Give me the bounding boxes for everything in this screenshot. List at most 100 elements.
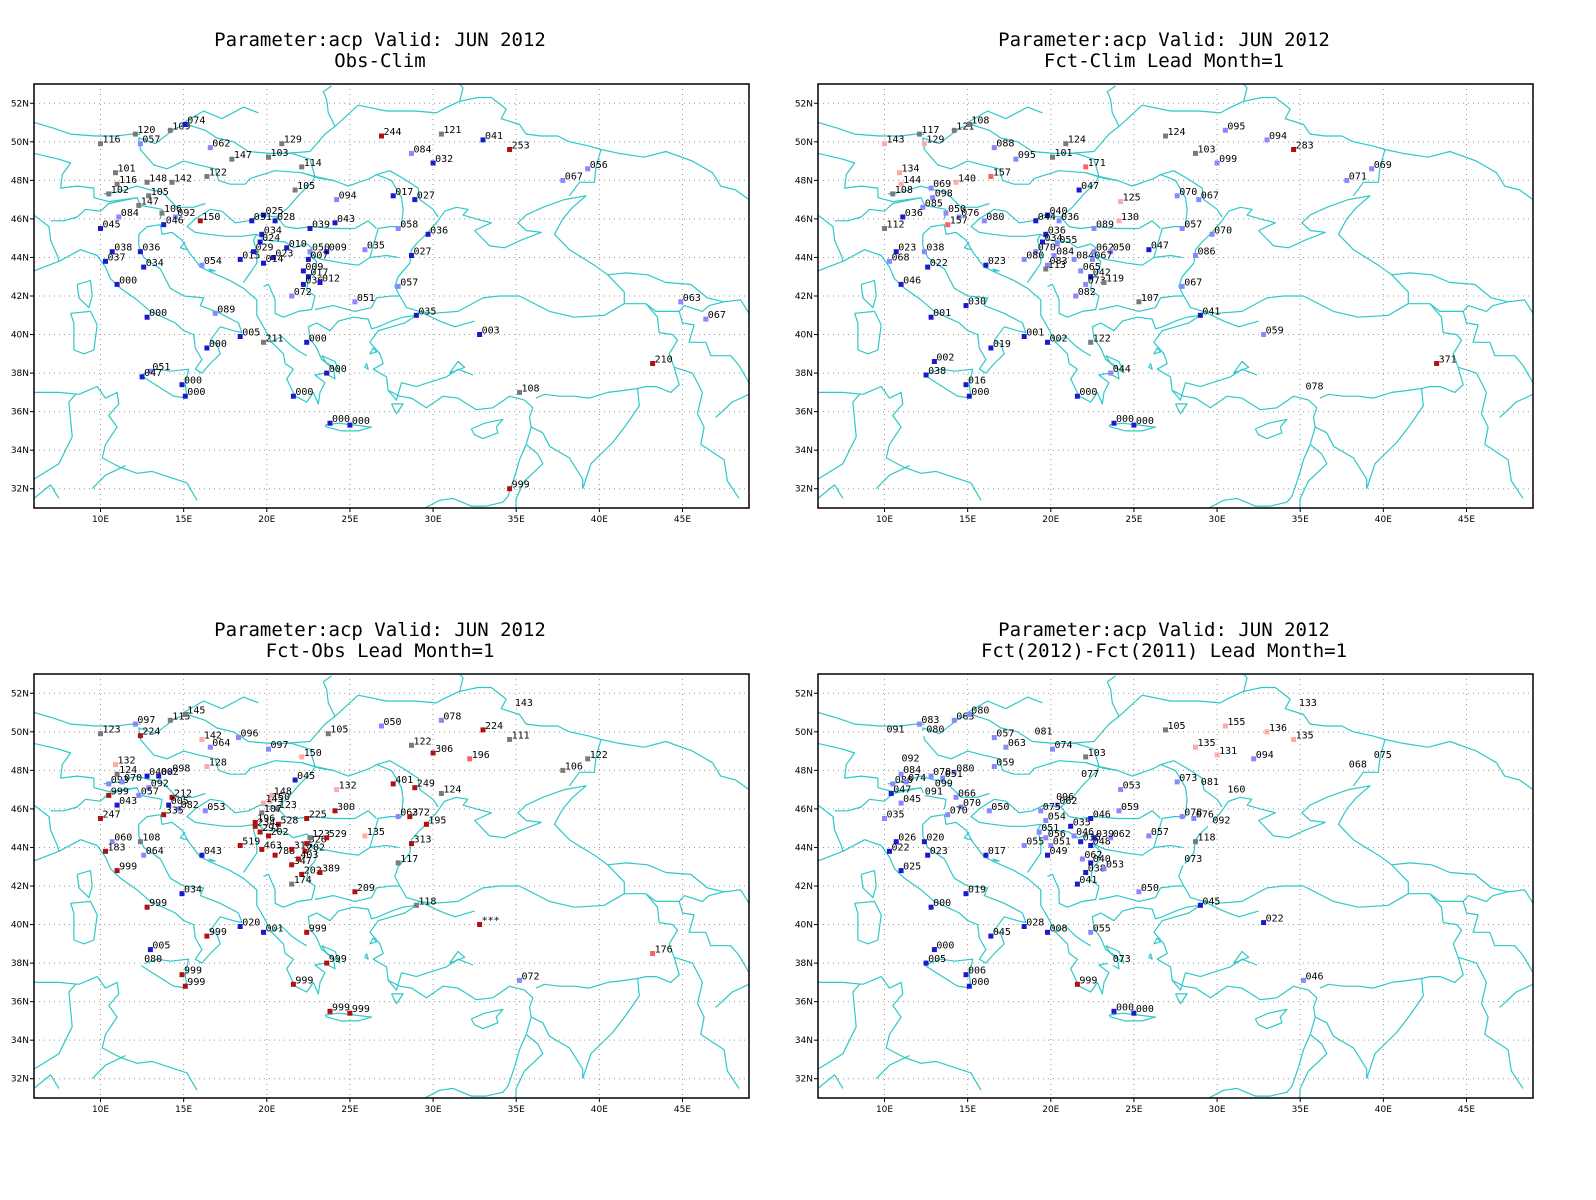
- station-marker: [507, 486, 513, 492]
- station-marker: [1294, 704, 1300, 710]
- station-marker: [1196, 197, 1202, 203]
- coastline-segment: [1047, 255, 1102, 318]
- station-value: 012: [322, 274, 340, 285]
- station-marker: [182, 983, 188, 989]
- station-value: 196: [257, 813, 275, 824]
- station-marker: [114, 771, 120, 777]
- station-marker: [943, 210, 949, 216]
- station-marker: [1045, 929, 1050, 935]
- station-marker: [1050, 154, 1055, 160]
- station-marker: [119, 779, 125, 785]
- coastline-segment: [1391, 862, 1509, 893]
- station-marker: [103, 848, 108, 854]
- coastline-segment: [91, 465, 126, 490]
- station-value: 082: [181, 800, 199, 811]
- station-marker: [882, 141, 887, 147]
- station-marker: [1076, 775, 1082, 781]
- station-value: 142: [204, 731, 222, 742]
- coastline-segment: [1148, 363, 1153, 370]
- station-value: 070: [950, 806, 968, 817]
- station-value: 092: [1212, 815, 1230, 826]
- station-marker: [395, 860, 401, 866]
- station-marker: [1111, 1008, 1117, 1014]
- coastline-segment: [34, 152, 163, 219]
- station-value: 045: [297, 771, 315, 782]
- coastline: [818, 84, 1533, 508]
- coastline-segment: [34, 1074, 60, 1089]
- station-value: 067: [708, 310, 726, 321]
- station-marker: [395, 226, 401, 231]
- station-marker: [1111, 420, 1117, 426]
- station-marker: [991, 735, 997, 741]
- station-marker: [304, 339, 310, 345]
- station-value: 150: [304, 748, 322, 759]
- coastline-segment: [34, 742, 163, 809]
- station-value: 389: [322, 864, 340, 875]
- station-value: 147: [234, 150, 252, 161]
- coastline-segment: [1118, 686, 1386, 787]
- station-marker: [1021, 256, 1027, 262]
- station-value: 000: [1116, 1002, 1134, 1013]
- station-value: 051: [152, 362, 170, 373]
- station-value: 123: [103, 725, 121, 736]
- station-value: 117: [400, 854, 418, 865]
- station-marker: [307, 249, 313, 255]
- station-marker: [1108, 249, 1114, 255]
- station-marker: [1091, 249, 1097, 255]
- station-marker: [300, 281, 306, 287]
- station-marker: [1051, 798, 1057, 804]
- coastline-segment: [1458, 366, 1524, 499]
- station-marker: [1344, 765, 1350, 771]
- station-marker: [1074, 393, 1080, 399]
- coastline-segment: [1069, 85, 1120, 154]
- station-value: 080: [971, 706, 989, 717]
- station-marker: [1054, 241, 1060, 247]
- station-value: 056: [590, 160, 608, 171]
- coastline-segment: [1053, 335, 1091, 357]
- lat-tick-label: 48N: [11, 766, 29, 776]
- station-value: 045: [103, 220, 121, 231]
- coastline-segment: [301, 172, 334, 181]
- station-value: 057: [400, 277, 418, 288]
- station-marker: [1073, 293, 1079, 299]
- station-value: 244: [384, 127, 402, 138]
- station-marker: [930, 785, 936, 791]
- coastline-segment: [138, 123, 316, 185]
- station-marker: [141, 852, 147, 858]
- station-marker: [897, 760, 902, 766]
- station-value: 005: [928, 954, 946, 965]
- coastline-segment: [103, 185, 206, 208]
- station-value: 046: [903, 275, 921, 286]
- coastline-segment: [183, 696, 259, 714]
- station-marker: [480, 727, 486, 733]
- station-value: 125: [1123, 193, 1141, 204]
- station-marker: [266, 833, 271, 839]
- station-marker: [988, 174, 994, 179]
- station-value: 000: [209, 339, 227, 350]
- station-value: 080: [986, 212, 1004, 223]
- station-value: 272: [412, 808, 430, 819]
- station-marker: [156, 773, 162, 779]
- station-marker: [1043, 835, 1049, 841]
- station-value: 067: [1201, 191, 1219, 202]
- station-marker: [963, 972, 969, 978]
- station-marker: [1021, 924, 1027, 929]
- station-value: 107: [1141, 293, 1159, 304]
- station-marker: [1136, 299, 1142, 305]
- coastline-segment: [369, 314, 534, 508]
- station-marker: [903, 779, 909, 785]
- coastline-segment: [818, 393, 861, 480]
- station-value: 050: [991, 802, 1009, 813]
- station-value: 050: [384, 717, 402, 728]
- station-marker: [347, 422, 353, 428]
- station-value: 064: [212, 738, 230, 749]
- station-value: 051: [1041, 823, 1059, 834]
- station-marker: [1038, 808, 1044, 814]
- station-value: 027: [417, 191, 435, 202]
- coastline-segment: [1174, 993, 1188, 1005]
- axis-labels: 32N 34N 36N 38N 40N 42N 44N 46N 48N 50N 52N 10E 15E 2…: [795, 99, 1476, 525]
- station-value: 000: [309, 333, 327, 344]
- station-marker: [1051, 253, 1057, 258]
- station-marker: [317, 280, 323, 285]
- station-value: 132: [339, 781, 357, 792]
